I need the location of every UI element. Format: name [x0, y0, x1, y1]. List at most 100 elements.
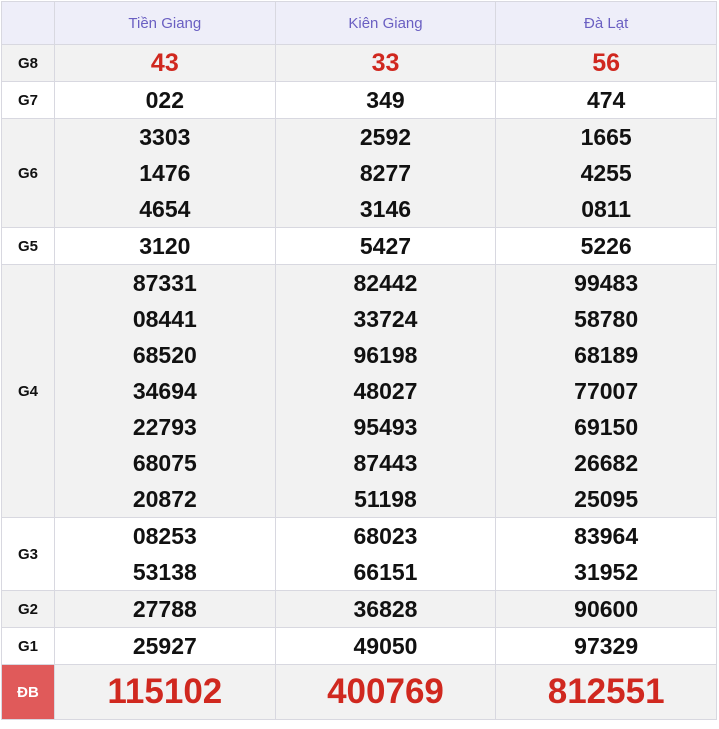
prize-cell: 43: [54, 44, 276, 82]
prize-number: 48027: [353, 378, 418, 404]
prize-cell: 474: [495, 81, 717, 119]
province-header[interactable]: Đà Lạt: [495, 1, 717, 45]
prize-cell: 99483 58780 68189 77007 69150 26682 25095: [495, 264, 717, 518]
prize-cell: 1665 4255 0811: [495, 118, 717, 228]
prize-number: 25095: [574, 486, 639, 512]
prize-label: G7: [1, 81, 55, 119]
prize-number: 08253: [132, 523, 197, 549]
prize-number: 349: [366, 87, 405, 113]
prize-number: 4255: [580, 160, 632, 186]
prize-cell: 400769: [274, 664, 497, 720]
prize-cell: 3303 1476 4654: [54, 118, 276, 228]
prize-number: 2592: [359, 124, 412, 150]
prize-number: 33724: [353, 306, 418, 332]
prize-label: ĐB: [1, 664, 55, 720]
prize-cell: 33: [274, 44, 497, 82]
prize-number: 4654: [139, 196, 191, 222]
prize-number: 27788: [132, 596, 197, 622]
prize-number: 82442: [353, 270, 418, 296]
prize-number: 51198: [354, 486, 417, 512]
prize-number: 474: [586, 87, 626, 113]
prize-number: 5226: [580, 233, 632, 259]
prize-number: 8277: [359, 160, 412, 186]
prize-number: 43: [150, 49, 179, 77]
prize-number: 68075: [132, 450, 197, 476]
prize-number: 36828: [353, 596, 418, 622]
prize-number: 812551: [547, 672, 665, 711]
prize-cell: 08253 53138: [54, 517, 276, 591]
prize-number: 400769: [327, 672, 444, 711]
prize-cell: 83964 31952: [495, 517, 717, 591]
prize-cell: 5427: [274, 227, 497, 265]
prize-cell: 5226: [495, 227, 717, 265]
corner-cell: [1, 1, 55, 45]
prize-number: 87331: [132, 270, 197, 296]
prize-number: 115102: [107, 672, 223, 711]
prize-number: 68520: [132, 342, 197, 368]
prize-cell: 87331 08441 68520 34694 22793 68075 20872: [54, 264, 276, 518]
prize-number: 90600: [574, 596, 639, 622]
prize-number: 31952: [574, 559, 639, 585]
prize-number: 0811: [581, 196, 632, 222]
prize-number: 58780: [574, 306, 639, 332]
prize-cell: 36828: [274, 590, 497, 628]
prize-label: G8: [1, 44, 55, 82]
prize-number: 69150: [574, 414, 639, 440]
province-header[interactable]: Tiền Giang: [54, 1, 276, 45]
prize-number: 83964: [574, 523, 639, 549]
prize-row-g2: G2 27788 36828 90600: [1, 590, 717, 628]
prize-row-g6: G6 3303 1476 4654 2592 8277 3146 1665 4255 0811: [1, 118, 717, 228]
prize-number: 20872: [132, 486, 197, 512]
prize-cell: 49050: [274, 627, 497, 665]
prize-number: 56: [592, 49, 621, 77]
prize-label: G6: [1, 118, 55, 228]
prize-number: 77007: [574, 378, 639, 404]
prize-number: 3303: [139, 124, 191, 150]
prize-row-g8: G8 43 33 56: [1, 44, 717, 82]
province-header[interactable]: Kiên Giang: [274, 1, 497, 45]
prize-label: G1: [1, 627, 55, 665]
prize-label: G5: [1, 227, 55, 265]
prize-number: 22793: [132, 414, 197, 440]
prize-row-đb: ĐB 115102 400769 812551: [1, 664, 717, 720]
prize-row-g4: G4 87331 08441 68520 34694 22793 68075 20872 824…: [1, 264, 717, 518]
prize-label: G3: [1, 517, 55, 591]
prize-number: 96198: [353, 342, 418, 368]
prize-number: 022: [145, 87, 185, 113]
prize-number: 26682: [574, 450, 639, 476]
prize-label: G4: [1, 264, 55, 518]
prize-cell: 812551: [495, 664, 717, 720]
prize-row-g3: G3 08253 53138 68023 66151 83964 31952: [1, 517, 717, 591]
prize-cell: 82442 33724 96198 48027 95493 87443 51198: [274, 264, 497, 518]
prize-number: 49050: [353, 633, 418, 659]
prize-cell: 56: [495, 44, 717, 82]
prize-number: 66151: [353, 559, 418, 585]
prize-cell: 115102: [54, 664, 276, 720]
prize-number: 3146: [359, 196, 412, 222]
prize-cell: 90600: [495, 590, 717, 628]
prize-cell: 2592 8277 3146: [274, 118, 497, 228]
prize-number: 97329: [574, 633, 639, 659]
prize-number: 1476: [139, 160, 191, 186]
prize-row-g7: G7 022 349 474: [1, 81, 717, 119]
prize-number: 5427: [359, 233, 412, 259]
header-row: Tiền Giang Kiên Giang Đà Lạt: [1, 1, 717, 45]
prize-number: 1665: [580, 124, 632, 150]
prize-cell: 022: [54, 81, 276, 119]
prize-number: 68189: [574, 342, 639, 368]
prize-cell: 25927: [54, 627, 276, 665]
prize-number: 68023: [353, 523, 418, 549]
prize-number: 08441: [132, 306, 197, 332]
prize-number: 33: [371, 49, 400, 77]
prize-cell: 97329: [495, 627, 717, 665]
prize-number: 34694: [132, 378, 197, 404]
prize-cell: 27788: [54, 590, 276, 628]
prize-number: 53138: [132, 559, 197, 585]
prize-label: G2: [1, 590, 55, 628]
prize-cell: 349: [274, 81, 497, 119]
prize-cell: 3120: [54, 227, 276, 265]
prize-number: 99483: [574, 270, 639, 296]
prize-row-g5: G5 3120 5427 5226: [1, 227, 717, 265]
prize-cell: 68023 66151: [274, 517, 497, 591]
